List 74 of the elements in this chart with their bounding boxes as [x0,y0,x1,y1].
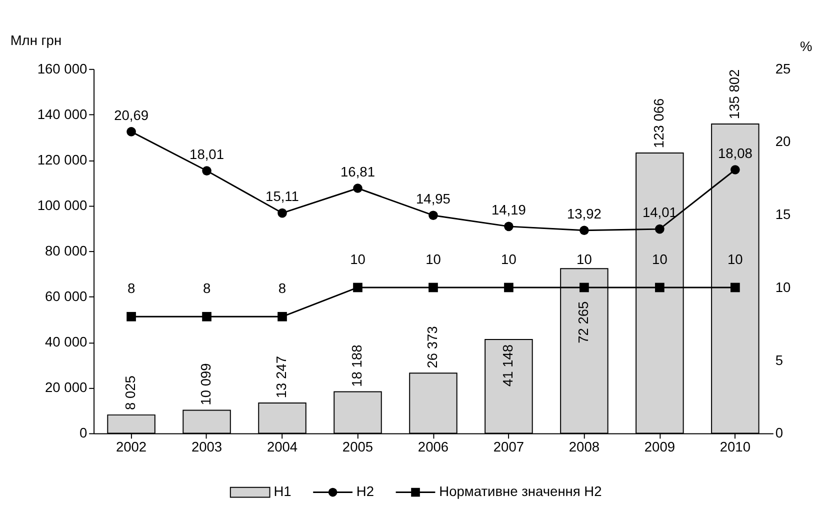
data-label: 14,95 [416,192,451,207]
point [428,282,438,292]
data-label: 14,01 [642,205,677,220]
point [353,184,362,193]
point [428,210,438,220]
legend-label: Н1 [274,484,292,500]
point [504,222,514,232]
y-tick-label: 0 [79,426,88,441]
data-label: 13,92 [566,206,602,222]
x-tick-label: 2010 [720,439,751,454]
x-tick-label: 2003 [191,439,222,454]
point [730,282,740,292]
y2-tick-label: 10 [775,280,792,295]
data-label: 41 148 [500,344,516,387]
y-tick-label: 40 000 [45,334,88,350]
point [126,312,136,322]
data-label: 8 [202,281,211,296]
data-label: 10 [350,252,366,267]
point [580,226,589,236]
data-label: 15,11 [266,189,299,204]
point [504,282,514,292]
point [202,166,212,176]
y2-tick-label: 0 [775,426,784,441]
x-tick-label: 2006 [418,439,449,454]
data-label: 123 066 [652,98,667,148]
data-label: 8 [278,281,286,296]
point [278,208,287,218]
data-label: 18 188 [350,344,365,387]
x-tick-label: 2002 [116,439,147,454]
y2-tick-label: 25 [775,61,792,76]
y2-tick-label: 15 [775,207,792,222]
data-label: 13 247 [274,356,290,398]
y-tick-label: 160 000 [37,61,88,76]
data-label: 8 025 [123,375,138,410]
data-label: 14,19 [491,202,526,218]
data-label: 135 802 [727,69,742,120]
point [655,224,664,234]
y-tick-label: 20 000 [45,380,88,396]
data-label: 18,01 [190,146,224,162]
legend-label: Нормативне значення Н2 [439,484,602,500]
point [278,312,287,322]
y-tick-label: 140 000 [37,106,88,122]
point [655,282,664,292]
y-axis-title: Млн грн [10,32,62,48]
data-label: 18,08 [718,146,753,161]
point [202,312,212,322]
y2-tick-label: 20 [775,134,792,150]
data-label: 10 099 [198,363,214,406]
legend-label: Н2 [356,484,374,500]
y-tick-label: 100 000 [37,198,88,213]
data-label: 10 [426,252,442,267]
point [353,282,362,292]
x-tick-label: 2008 [568,439,600,454]
data-label: 20,69 [114,108,149,123]
y-tick-label: 120 000 [37,152,88,168]
x-tick-label: 2007 [493,439,524,454]
y-tick-label: 80 000 [45,243,88,258]
y2-tick-label: 5 [775,352,784,368]
data-label: 10 [652,252,668,267]
y-tick-label: 60 000 [45,289,88,304]
data-label: 10 [501,252,517,267]
x-tick-label: 2005 [342,439,374,454]
x-tick-label: 2009 [644,439,676,454]
data-label: 16,81 [340,164,375,180]
data-label: 26 373 [425,326,440,368]
y2-axis-title: % [800,39,812,54]
data-label: 8 [127,281,136,296]
data-label: 10 [576,252,592,267]
x-tick-label: 2004 [266,439,298,454]
point [126,127,136,136]
point [730,165,740,174]
point [580,282,589,292]
data-label: 10 [728,252,744,267]
data-label: 72 265 [576,300,592,344]
